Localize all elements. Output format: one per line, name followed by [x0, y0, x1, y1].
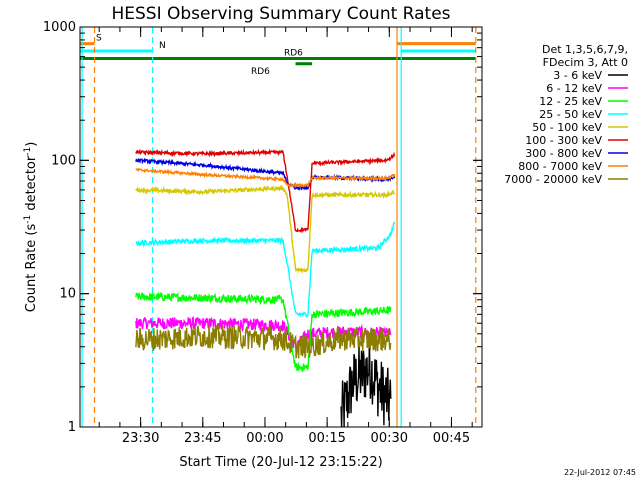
flag-label-0: S	[96, 34, 102, 44]
series-line-7	[135, 167, 396, 189]
x-tick-label: 23:30	[122, 431, 159, 446]
flag-label-1: N	[159, 41, 166, 51]
series-line-5	[135, 148, 396, 234]
legend-entry-label: 3 - 6 keV	[553, 69, 602, 82]
series-line-4	[135, 184, 396, 275]
legend-entry-label: 800 - 7000 keV	[518, 160, 602, 173]
legend-entry-label: 300 - 800 keV	[525, 147, 602, 160]
y-axis-label-end: )	[24, 142, 39, 147]
series-line-3	[135, 221, 396, 318]
y-axis-ticks: 1 10 100 1000	[43, 20, 482, 435]
legend-header: Det 1,3,5,6,7,9,	[542, 43, 628, 56]
legend-header: FDecim 3, Att 0	[543, 56, 628, 69]
x-axis-label: Start Time (20-Jul-12 23:15:22)	[179, 455, 382, 470]
y-tick-label: 1000	[43, 20, 76, 35]
series-line-6	[135, 157, 396, 191]
series-line-0	[340, 339, 392, 428]
y-tick-label: 100	[51, 153, 76, 168]
y-tick-label: 10	[59, 287, 76, 302]
footer-date: 22-Jul-2012 07:45	[564, 468, 636, 477]
y-axis-label-mid: detector	[24, 155, 39, 215]
legend-entry-label: 6 - 12 keV	[546, 82, 602, 95]
y-axis-label-sup2: -1	[23, 147, 33, 156]
legend-entry-label: 100 - 300 keV	[525, 134, 602, 147]
axes	[79, 26, 483, 428]
x-axis-ticks: 23:30 23:45 00:00 00:15 00:30 00:45	[98, 27, 473, 446]
chart-title: HESSI Observing Summary Count Rates	[111, 4, 450, 24]
x-tick-label: 00:30	[371, 431, 408, 446]
flag-label-2: RD6	[284, 49, 303, 59]
x-tick-label: 00:15	[308, 431, 345, 446]
x-tick-label: 00:00	[246, 431, 283, 446]
y-tick-label: 1	[68, 420, 76, 435]
y-axis-label-sup1: -1	[23, 215, 33, 224]
y-axis-label-main: Count Rate (s	[24, 224, 39, 313]
series-line-8	[135, 324, 392, 359]
legend-entry-label: 12 - 25 keV	[539, 95, 602, 108]
x-tick-label: 23:45	[184, 431, 221, 446]
legend-entry-label: 50 - 100 keV	[532, 121, 602, 134]
flag-label-3: RD6	[251, 67, 270, 77]
x-tick-label: 00:45	[433, 431, 470, 446]
series-line-2	[135, 290, 392, 373]
plot-area: S N RD6 RD6	[80, 27, 477, 428]
legend-entry-label: 7000 - 20000 keV	[504, 173, 602, 186]
plot-frame	[79, 26, 483, 428]
y-axis-label: Count Rate (s-1 detector-1)	[23, 142, 39, 313]
legend-entry-label: 25 - 50 keV	[539, 108, 602, 121]
legend: Det 1,3,5,6,7,9,FDecim 3, Att 03 - 6 keV…	[504, 43, 628, 186]
